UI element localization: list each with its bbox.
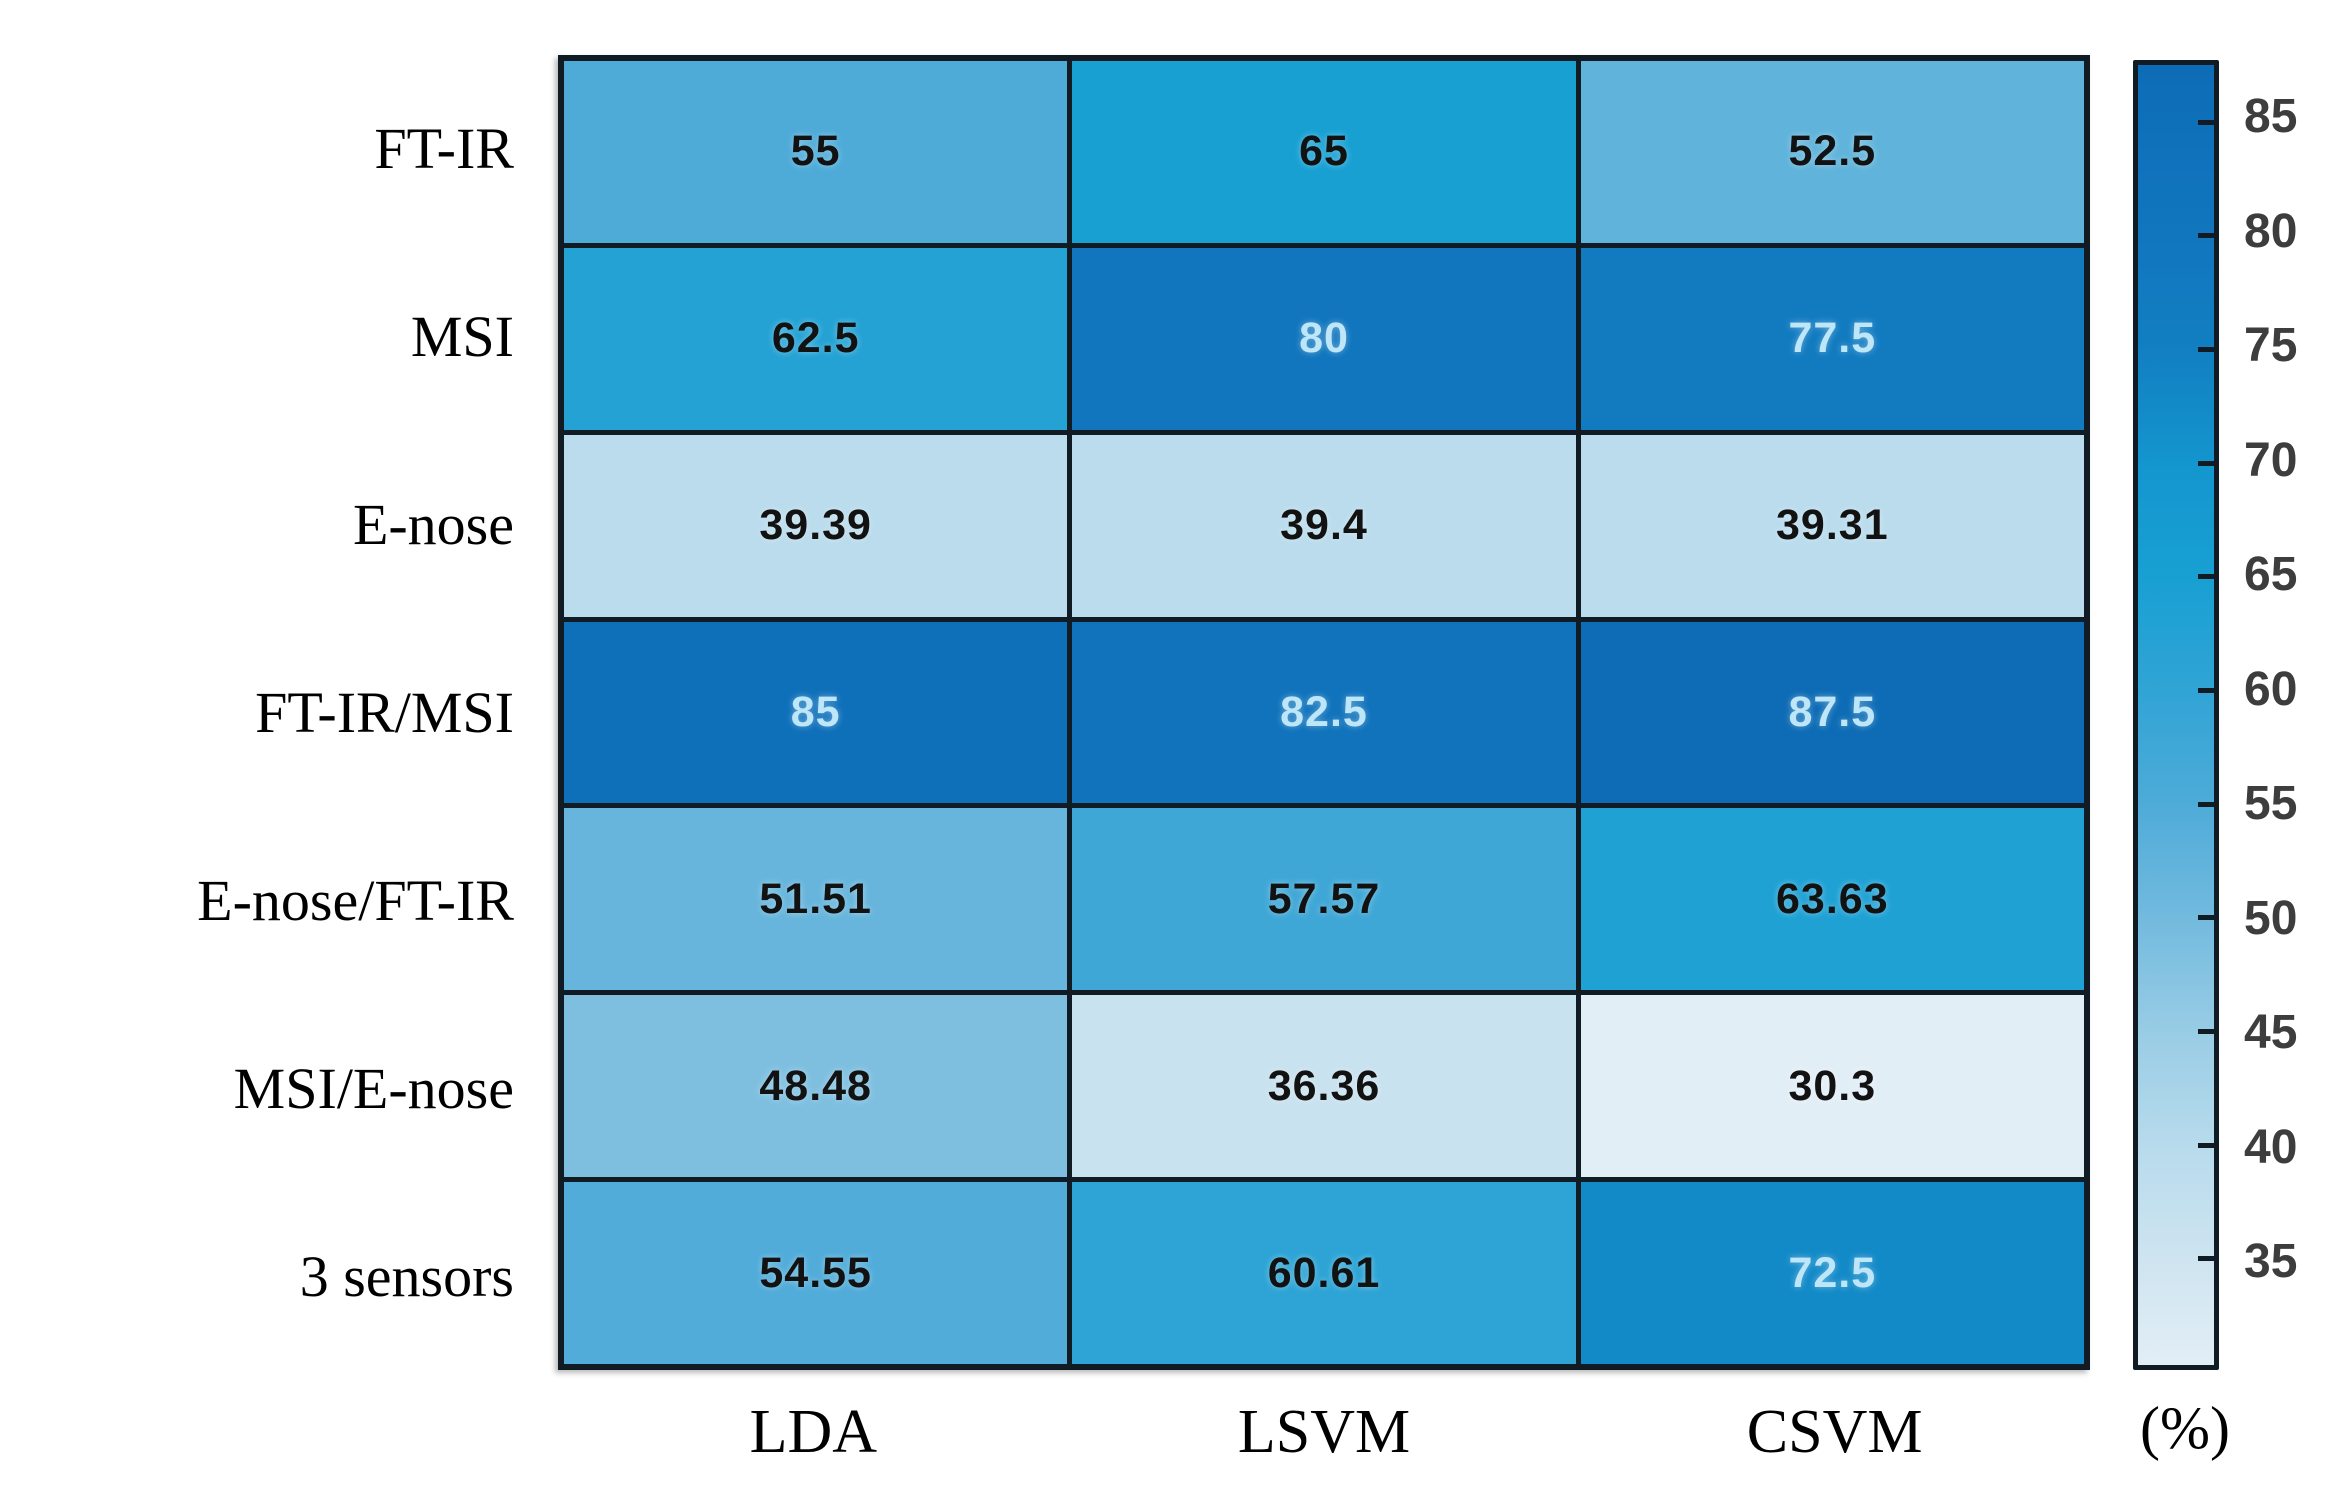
heatmap-cell: 72.5 (1580, 1182, 2084, 1364)
colorbar-tick (2198, 347, 2214, 353)
heatmap-cell: 30.3 (1580, 995, 2084, 1178)
heatmap-cell: 39.39 (564, 434, 1068, 617)
colorbar-tick (2198, 1142, 2214, 1148)
colorbar-tick-label: 60 (2244, 662, 2298, 716)
heatmap-cell: 55 (564, 61, 1068, 243)
heatmap-cell: 39.31 (1580, 434, 2084, 617)
heatmap-cell: 52.5 (1580, 61, 2084, 243)
colorbar-tick (2198, 915, 2214, 921)
x-axis-label-lda: LDA (749, 1397, 878, 1466)
y-axis-label: MSI (410, 304, 514, 370)
colorbar-tick-label: 35 (2244, 1235, 2298, 1289)
colorbar (2133, 60, 2219, 1370)
heatmap-cell: 51.51 (564, 808, 1068, 991)
y-axis-label: FT-IR (374, 116, 514, 182)
heatmap-cell: 36.36 (1072, 995, 1576, 1178)
colorbar-tick (2198, 574, 2214, 580)
colorbar-tick-label: 55 (2244, 777, 2298, 831)
y-axis-label: FT-IR/MSI (255, 679, 514, 745)
colorbar-tick-label: 70 (2244, 433, 2298, 487)
heatmap-cell: 60.61 (1072, 1182, 1576, 1364)
colorbar-unit-label: (%) (2140, 1395, 2230, 1461)
colorbar-tick (2198, 1256, 2214, 1262)
y-axis-label: 3 sensors (299, 1243, 514, 1309)
heatmap-cell: 80 (1072, 247, 1576, 430)
heatmap-cell: 62.5 (564, 247, 1068, 430)
colorbar-tick (2198, 801, 2214, 807)
colorbar-tick-label: 50 (2244, 891, 2298, 945)
y-axis-labels: FT-IR MSI E-nose FT-IR/MSI E-nose/FT-IR MSI/E… (0, 55, 536, 1370)
heatmap-cell: 39.4 (1072, 434, 1576, 617)
y-axis-label: E-nose (352, 492, 514, 558)
colorbar-tick-label: 45 (2244, 1006, 2298, 1060)
heatmap-cell: 85 (564, 621, 1068, 804)
x-axis-label-csvm: CSVM (1746, 1397, 1923, 1466)
colorbar-tick (2198, 1028, 2214, 1034)
x-axis-label-lsvm: LSVM (1237, 1397, 1411, 1466)
heatmap-cell: 87.5 (1580, 621, 2084, 804)
heatmap-cell: 57.57 (1072, 808, 1576, 991)
colorbar-tick (2198, 119, 2214, 125)
y-axis-label: E-nose/FT-IR (197, 867, 514, 933)
heatmap-cell: 48.48 (564, 995, 1068, 1178)
heatmap-cell: 77.5 (1580, 247, 2084, 430)
heatmap: 55 65 52.5 62.5 80 77.5 39.39 39.4 39.31 85 82.5 87… (558, 55, 2090, 1370)
colorbar-tick (2198, 233, 2214, 239)
y-axis-label: MSI/E-nose (233, 1055, 514, 1121)
heatmap-cell: 54.55 (564, 1182, 1068, 1364)
colorbar-tick-label: 80 (2244, 204, 2298, 258)
heatmap-cell: 65 (1072, 61, 1576, 243)
colorbar-tick (2198, 460, 2214, 466)
x-axis-labels: LDA LSVM CSVM (558, 1382, 2090, 1482)
colorbar-tick-label: 85 (2244, 90, 2298, 144)
colorbar-tick-label: 75 (2244, 319, 2298, 373)
colorbar-tick (2198, 688, 2214, 693)
colorbar-tick-label: 65 (2244, 548, 2298, 602)
heatmap-cell: 63.63 (1580, 808, 2084, 991)
heatmap-cell: 82.5 (1072, 621, 1576, 804)
colorbar-tick-label: 40 (2244, 1120, 2298, 1174)
